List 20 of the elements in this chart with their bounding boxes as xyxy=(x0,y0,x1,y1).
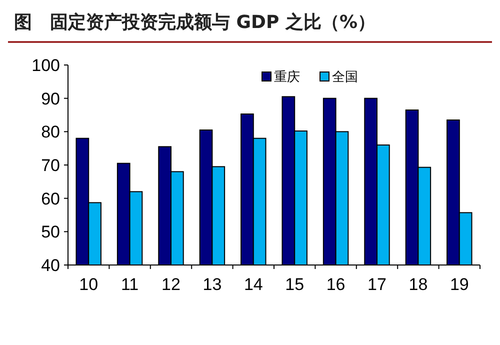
legend-label: 全国 xyxy=(332,70,358,85)
y-tick-label: 90 xyxy=(41,89,60,108)
y-tick-label: 40 xyxy=(41,256,60,275)
x-tick-label: 16 xyxy=(326,275,346,294)
y-tick-label: 80 xyxy=(41,122,60,142)
x-tick-label: 10 xyxy=(79,275,98,294)
x-tick-label: 17 xyxy=(368,275,386,294)
x-tick-label: 15 xyxy=(285,275,304,294)
chart-title: 图 固定资产投资完成额与 GDP 之比（%） xyxy=(14,12,376,33)
x-tick-label: 12 xyxy=(162,275,180,294)
x-tick-label: 11 xyxy=(120,275,139,294)
y-tick-label: 50 xyxy=(41,222,60,242)
y-tick-label: 70 xyxy=(41,156,60,175)
y-tick-label: 100 xyxy=(32,56,60,75)
x-tick-label: 14 xyxy=(244,275,263,294)
x-tick-label: 18 xyxy=(408,275,428,294)
x-tick-label: 19 xyxy=(450,275,469,294)
y-tick-label: 60 xyxy=(41,189,60,208)
x-tick-label: 13 xyxy=(202,275,222,294)
legend-label: 重庆 xyxy=(274,70,300,85)
